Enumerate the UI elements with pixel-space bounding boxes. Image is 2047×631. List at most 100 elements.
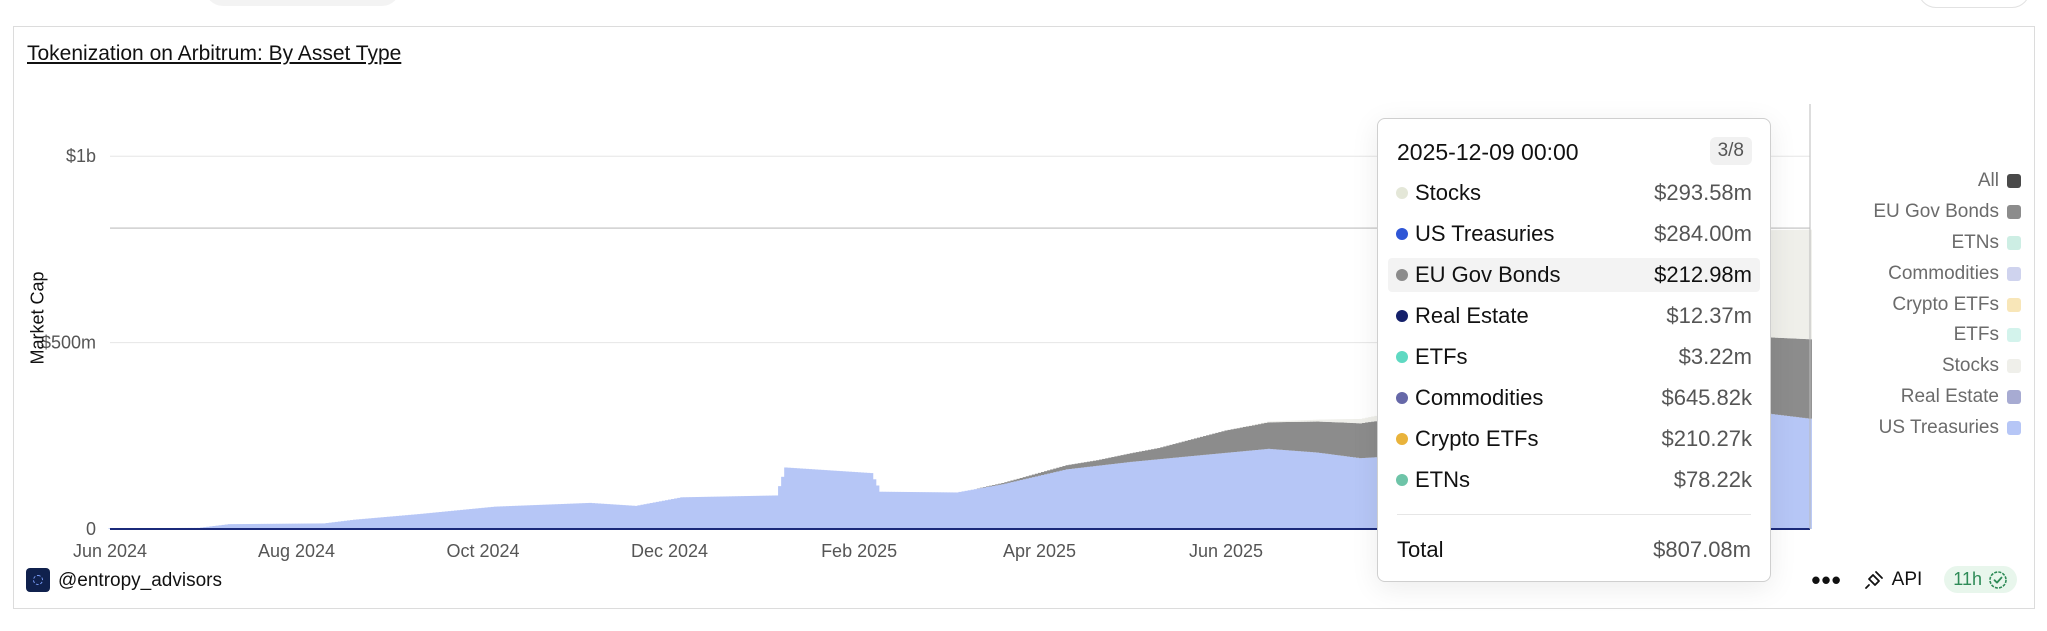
bar-eu-gov-bonds [1282,422,1287,451]
bar-eu-gov-bonds [1010,480,1014,483]
legend-item-etfs[interactable]: ETFs [1873,320,2021,351]
bar-us-treasuries [1206,454,1210,529]
tooltip-series-value: $645.82k [1661,385,1752,410]
freshness-badge[interactable]: 11h [1944,566,2017,593]
bar-us-treasuries [1117,463,1121,529]
bar-us-treasuries [490,506,495,529]
bar-eu-gov-bonds [1291,421,1296,451]
bar-us-treasuries [252,523,256,529]
bar-us-treasuries [246,524,250,529]
series-dot [1396,228,1408,240]
bar-us-treasuries [1322,453,1326,529]
entropy-logo-icon[interactable] [26,568,50,592]
bar-us-treasuries [591,503,596,529]
bar-us-treasuries [521,505,525,529]
bar-us-treasuries [518,505,522,529]
bar-eu-gov-bonds [1044,471,1048,475]
legend-item-stocks[interactable]: Stocks [1873,351,2021,382]
bar-us-treasuries [536,504,540,529]
bar-us-treasuries [1151,459,1155,529]
bar-us-treasuries [1325,453,1329,529]
bar-us-treasuries [1004,483,1008,529]
bar-eu-gov-bonds [1187,440,1192,457]
bar-us-treasuries [1160,458,1164,529]
bar-us-treasuries [903,491,907,529]
bar-us-treasuries [934,492,938,529]
bar-us-treasuries [530,505,534,529]
bar-eu-gov-bonds [1224,430,1228,453]
bar-us-treasuries [860,472,865,529]
bar-stocks [1802,229,1806,339]
bar-eu-gov-bonds [1105,458,1109,465]
tooltip-series-name: US Treasuries [1415,221,1555,246]
bar-eu-gov-bonds [1096,460,1100,466]
bar-us-treasuries [313,523,317,529]
bar-us-treasuries [1291,450,1296,529]
legend-item-eu-gov-bonds[interactable]: EU Gov Bonds [1873,197,2021,228]
legend-item-all[interactable]: All [1873,166,2021,197]
bar-us-treasuries [362,518,366,529]
bar-us-treasuries [597,503,602,529]
api-button[interactable]: API [1864,569,1922,591]
bar-eu-gov-bonds [1805,339,1809,419]
bar-us-treasuries [802,468,806,529]
bar-us-treasuries [273,523,278,529]
bar-us-treasuries [1138,461,1143,529]
bar-stocks [1793,229,1797,339]
bar-eu-gov-bonds [1181,441,1186,457]
more-options-icon[interactable]: ••• [1811,564,1842,595]
bar-us-treasuries [985,486,990,529]
legend-item-crypto-etfs[interactable]: Crypto ETFs [1873,289,2021,320]
bar-eu-gov-bonds [1777,337,1782,415]
bar-us-treasuries [992,485,996,529]
bar-stocks [1297,420,1302,422]
bar-us-treasuries [796,468,800,529]
bar-eu-gov-bonds [1047,470,1051,474]
bar-eu-gov-bonds [995,484,999,486]
author-handle[interactable]: @entropy_advisors [58,570,222,591]
series-dot [1396,187,1408,199]
bar-us-treasuries [674,498,678,529]
bar-us-treasuries [1132,461,1137,529]
bar-us-treasuries [1099,465,1103,529]
bar-us-treasuries [368,518,372,529]
bar-eu-gov-bonds [1053,468,1057,473]
bar-eu-gov-bonds [1300,421,1305,452]
bar-us-treasuries [805,468,810,529]
bar-eu-gov-bonds [1056,467,1060,472]
bar-us-treasuries [1255,449,1259,529]
tooltip-series-value: $3.22m [1678,344,1752,369]
bar-us-treasuries [643,504,648,529]
bar-us-treasuries [652,502,657,529]
bar-us-treasuries [1236,451,1241,529]
tooltip-page-indicator[interactable]: 3/8 [1709,137,1752,165]
legend-item-real-estate[interactable]: Real Estate [1873,382,2021,413]
bar-us-treasuries [1050,472,1054,529]
bar-us-treasuries [1288,450,1293,529]
bar-eu-gov-bonds [1355,423,1360,458]
bar-us-treasuries [1790,416,1794,529]
top-search-pill[interactable] [205,0,400,6]
bar-stocks [1273,421,1277,423]
bar-us-treasuries [664,500,669,529]
bar-eu-gov-bonds [1184,440,1189,457]
bar-us-treasuries [218,525,223,529]
bar-us-treasuries [842,471,846,529]
bar-eu-gov-bonds [1340,422,1345,456]
bar-us-treasuries [1028,477,1033,529]
tooltip-series-value: $212.98m [1654,262,1752,287]
bar-eu-gov-bonds [1346,422,1351,457]
bar-us-treasuries [961,491,965,529]
legend-item-us-treasuries[interactable]: US Treasuries [1873,412,2021,443]
chart-title[interactable]: Tokenization on Arbitrum: By Asset Type [27,42,402,65]
bar-eu-gov-bonds [1148,449,1152,461]
bar-us-treasuries [466,509,470,529]
legend-item-commodities[interactable]: Commodities [1873,258,2021,289]
legend-item-etns[interactable]: ETNs [1873,228,2021,259]
bar-us-treasuries [539,504,544,529]
bar-us-treasuries [940,492,944,529]
bar-us-treasuries [619,504,623,529]
bar-us-treasuries [600,503,605,529]
bar-us-treasuries [374,517,378,529]
bar-us-treasuries [668,499,672,529]
